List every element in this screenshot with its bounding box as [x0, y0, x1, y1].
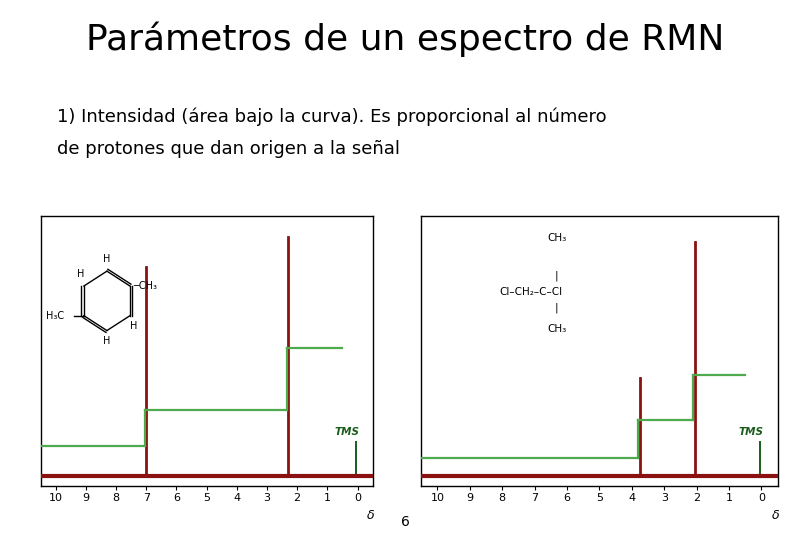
Text: Parámetros de un espectro de RMN: Parámetros de un espectro de RMN	[86, 22, 724, 57]
Text: Cl–CH₂–C–Cl: Cl–CH₂–C–Cl	[500, 287, 563, 296]
Text: H₃C: H₃C	[46, 310, 64, 321]
Text: δ: δ	[772, 509, 779, 522]
Text: CH₃: CH₃	[547, 324, 566, 334]
Text: δ: δ	[367, 509, 375, 522]
Text: CH₃: CH₃	[547, 233, 566, 243]
Text: TMS: TMS	[738, 427, 763, 437]
Text: H: H	[103, 336, 111, 346]
Text: ─CH₃: ─CH₃	[134, 281, 157, 291]
Text: H: H	[103, 254, 111, 265]
Text: TMS: TMS	[334, 427, 359, 437]
Text: H: H	[77, 269, 84, 279]
Text: de protones que dan origen a la señal: de protones que dan origen a la señal	[57, 140, 399, 158]
Text: |: |	[555, 270, 558, 281]
Text: |: |	[555, 302, 558, 313]
Text: H: H	[130, 321, 137, 331]
Text: 6: 6	[401, 515, 409, 529]
Text: 1) Intensidad (área bajo la curva). Es proporcional al número: 1) Intensidad (área bajo la curva). Es p…	[57, 108, 607, 126]
